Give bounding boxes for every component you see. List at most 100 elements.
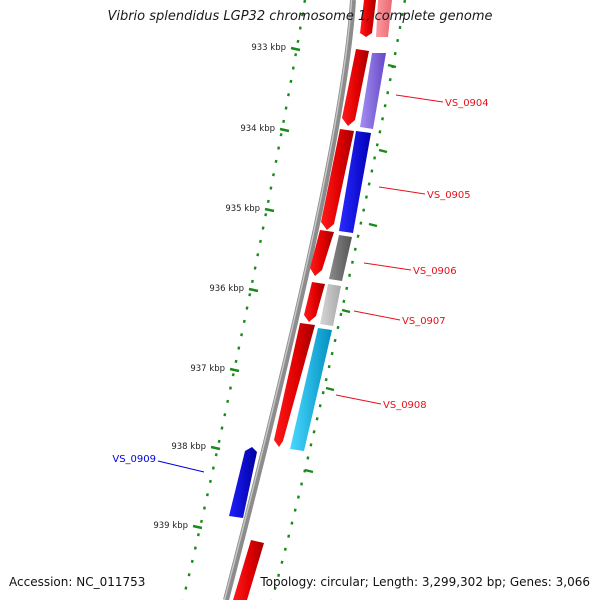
gc-dot [269, 186, 273, 190]
gc-dot [303, 0, 307, 4]
cds-arrow[interactable] [360, 0, 376, 37]
gc-dot [348, 273, 352, 277]
gc-dot [298, 26, 302, 30]
gene-label[interactable]: VS_0904 [445, 98, 489, 109]
gene-label[interactable]: VS_0905 [427, 190, 471, 201]
gc-dot [378, 130, 382, 134]
minor-tick [387, 63, 397, 69]
gc-dot [345, 286, 349, 291]
gc-dot [242, 319, 246, 324]
gene-vs-0904[interactable] [360, 53, 386, 129]
gene-label[interactable]: VS_0908 [383, 400, 427, 411]
kbp-tick-label: 933 kbp [251, 43, 286, 53]
cds-arrow[interactable] [304, 282, 325, 322]
gc-dot [248, 293, 252, 297]
gene-vs-0908[interactable] [290, 328, 332, 451]
gene-label[interactable]: VS_0907 [402, 316, 446, 327]
chromosome-backbone-highlight [223, 0, 353, 601]
forward-strand-genes [233, 0, 392, 600]
gc-dot [327, 364, 331, 369]
gc-dot [202, 506, 206, 510]
kbp-tick [229, 367, 240, 373]
gc-dot [403, 0, 407, 4]
kbp-tick [279, 127, 290, 133]
gc-dot [190, 559, 194, 564]
gc-dot [220, 426, 224, 430]
gene-vs-0905[interactable] [339, 131, 371, 233]
kbp-ticks: 933 kbp 934 kbp 935 kbp 936 kbp 937 kbp 938 k… [153, 43, 397, 531]
gc-dot [398, 25, 402, 30]
gc-dot [306, 456, 310, 460]
gc-dot [290, 521, 294, 525]
kbp-tick [264, 207, 275, 213]
cds-arrow[interactable] [321, 129, 354, 230]
gc-dot [359, 221, 363, 225]
kbp-tick [290, 46, 301, 52]
gc-dot [223, 413, 227, 417]
gc-dot [196, 533, 200, 537]
kbp-tick-label: 935 kbp [225, 204, 260, 214]
gc-dot [226, 399, 230, 404]
gc-dot [282, 119, 286, 124]
gc-dot [356, 234, 360, 238]
gc-dot [400, 12, 404, 17]
cds-arrow[interactable] [233, 540, 264, 600]
gc-dot [217, 439, 221, 444]
gene-leader-line [157, 460, 205, 473]
gene-vs-0909[interactable] [229, 447, 257, 518]
gene-label[interactable]: VS_0909 [112, 454, 156, 465]
cds-arrow[interactable] [342, 49, 369, 126]
gc-dot [321, 391, 325, 395]
gc-dot [373, 156, 377, 160]
gene-label[interactable]: VS_0906 [413, 266, 457, 277]
gc-dot [279, 133, 283, 137]
gc-dot [367, 182, 371, 186]
gc-dot [300, 482, 304, 486]
gc-rings [181, 0, 407, 604]
minor-tick [325, 386, 335, 392]
cds-arrow[interactable] [274, 323, 315, 447]
gc-dot [245, 306, 249, 310]
gene-vs-0906[interactable] [329, 235, 352, 281]
gc-dot [342, 299, 346, 304]
genome-summary: Topology: circular; Length: 3,299,302 bp… [260, 575, 590, 589]
gc-dot [193, 546, 197, 550]
kbp-tick [248, 287, 259, 293]
gc-dot [309, 443, 313, 447]
gc-dot [256, 253, 260, 257]
gc-dot [396, 38, 400, 43]
gc-dot [237, 346, 241, 350]
gc-dot [353, 247, 357, 251]
gene-vs-0907[interactable] [320, 284, 341, 326]
gc-dot [211, 466, 215, 470]
gc-dot [277, 573, 281, 577]
gene-leader-line [363, 262, 412, 271]
gc-dot [296, 495, 300, 499]
gc-dot [274, 159, 278, 164]
gc-dot [293, 508, 297, 512]
chromosome-backbone [223, 0, 356, 601]
gc-dot [296, 39, 300, 44]
cds-arrow[interactable] [310, 230, 334, 276]
gc-dot [362, 208, 366, 212]
gc-dot [205, 493, 209, 497]
gc-dot [330, 351, 334, 356]
gc-dot [312, 430, 316, 434]
minor-tick [368, 222, 378, 228]
gc-dot [258, 239, 262, 244]
gc-dot [284, 106, 288, 110]
gc-dot [333, 338, 337, 343]
gc-dot [266, 199, 270, 204]
kbp-tick-label: 939 kbp [153, 521, 188, 531]
gc-dot [339, 312, 343, 317]
gc-dot [383, 104, 387, 108]
gc-dot [294, 53, 298, 57]
cds-arrow[interactable] [376, 0, 392, 37]
gc-dot [234, 359, 238, 364]
gc-dot [253, 266, 257, 270]
accession-label: Accession: NC_011753 [9, 575, 146, 589]
gc-dot [370, 169, 374, 173]
gc-dot [318, 404, 322, 408]
kbp-tick [210, 445, 221, 451]
